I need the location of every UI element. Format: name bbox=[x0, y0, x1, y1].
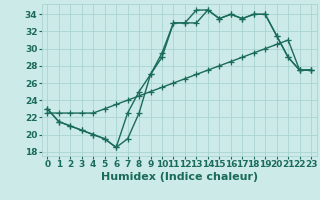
X-axis label: Humidex (Indice chaleur): Humidex (Indice chaleur) bbox=[100, 172, 258, 182]
